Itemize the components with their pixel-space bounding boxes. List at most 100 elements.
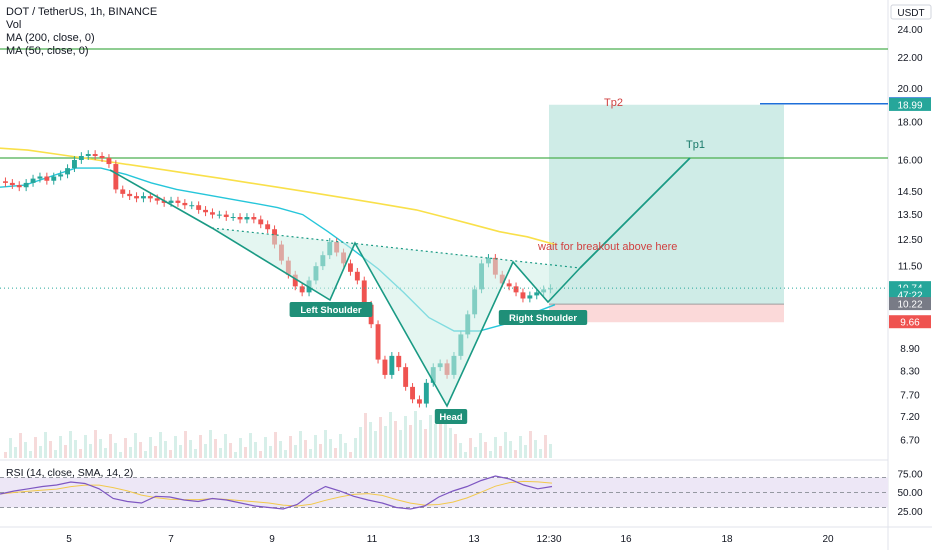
rsi-line <box>0 475 553 510</box>
volume-bar <box>199 435 202 458</box>
y-tick-label: 24.00 <box>897 25 922 36</box>
volume-bar <box>429 415 432 458</box>
volume-bar <box>289 436 292 458</box>
candle-body <box>506 283 512 287</box>
volume-bar <box>154 446 157 458</box>
volume-bar <box>304 440 307 458</box>
volume-bar <box>479 433 482 458</box>
volume-bar <box>499 446 502 458</box>
candle-body <box>3 181 8 183</box>
volume-bar <box>84 435 87 458</box>
candle-body <box>348 263 353 272</box>
volume-bar <box>74 440 77 458</box>
currency-label: USDT <box>897 8 924 19</box>
candle-body <box>396 355 402 368</box>
vol-label[interactable]: Vol <box>6 19 22 31</box>
candle-body <box>251 217 257 220</box>
volume-bar <box>169 450 172 458</box>
price-tag-bg-4 <box>889 297 931 311</box>
left-shoulder-label-bg <box>289 302 373 317</box>
volume-bar <box>54 450 57 458</box>
y-tick-label: 11.50 <box>898 262 923 273</box>
x-tick-label: 13 <box>468 534 480 545</box>
x-tick-label: 12:30 <box>536 534 561 545</box>
y-tick-label: 7.70 <box>900 391 920 402</box>
volume-bar <box>139 442 142 458</box>
volume-bar <box>439 410 442 458</box>
candle-body <box>375 324 381 360</box>
candle-body <box>16 185 22 188</box>
rsi-legend-label: RSI (14, close, SMA, 14, 2) <box>6 467 133 479</box>
volume-bar <box>104 448 107 458</box>
volume-bar <box>9 438 12 458</box>
volume-bar <box>539 449 542 458</box>
candle-body <box>37 176 43 179</box>
x-tick-label: 5 <box>66 534 72 545</box>
candle-body <box>258 219 264 225</box>
volume-bar <box>489 451 492 458</box>
candle-body <box>534 292 540 296</box>
candle-body <box>127 193 133 197</box>
volume-bar <box>214 439 217 458</box>
x-tick-label: 9 <box>269 534 275 545</box>
price-tag-4: 10.22 <box>897 300 922 311</box>
volume-bar <box>94 430 97 458</box>
x-tick-label: 18 <box>721 534 733 545</box>
volume-bar <box>444 419 447 458</box>
pattern-fill <box>212 228 580 406</box>
y-tick-label: 20.00 <box>897 84 922 95</box>
volume-bar <box>134 433 137 458</box>
candle-body <box>92 154 98 157</box>
volume-bar <box>34 437 37 458</box>
volume-bar <box>319 444 322 458</box>
x-tick-label: 11 <box>367 534 378 545</box>
rsi-axis-label: 50.00 <box>897 488 922 499</box>
volume-bar <box>14 447 17 458</box>
volume-bar <box>369 422 372 458</box>
candle-body <box>292 274 298 287</box>
candle-body <box>216 214 222 216</box>
volume-bar <box>189 440 192 458</box>
volume-bar <box>89 444 92 458</box>
ma50-label[interactable]: MA (50, close, 0) <box>6 45 89 57</box>
candle-body <box>189 205 195 207</box>
rsi-axis-label: 75.00 <box>897 469 922 480</box>
pattern-outline <box>109 169 581 408</box>
y-tick-label: 14.50 <box>897 187 922 198</box>
volume-bar <box>184 431 187 458</box>
volume-bar <box>384 426 387 458</box>
candle-body <box>134 196 139 199</box>
volume-bar <box>4 452 7 458</box>
price-tag-3: 47:22 <box>897 290 922 301</box>
volume-bar <box>24 442 27 458</box>
candle-body <box>72 160 77 169</box>
volume-bar <box>69 431 72 458</box>
volume-bar <box>144 451 147 458</box>
volume-bar <box>149 437 152 458</box>
candle-body <box>30 178 36 183</box>
candle-body <box>23 182 29 188</box>
stop-zone <box>549 304 784 323</box>
candle-body <box>113 164 119 190</box>
volume-bar <box>339 434 342 458</box>
candle-body <box>182 202 188 206</box>
volume-bar <box>114 443 117 458</box>
x-tick-label: 16 <box>620 534 632 545</box>
candle-body <box>403 367 409 387</box>
candle-body <box>58 174 64 177</box>
symbol-title[interactable]: DOT / TetherUS, 1h, BINANCE <box>6 6 158 18</box>
volume-bar <box>524 445 527 458</box>
volume-bar <box>409 425 412 458</box>
volume-bar <box>59 436 62 458</box>
volume-bar <box>99 439 102 458</box>
candle-body <box>237 217 243 220</box>
volume-bar <box>324 430 327 458</box>
ma200-label[interactable]: MA (200, close, 0) <box>6 32 95 44</box>
candle-body <box>175 200 181 203</box>
volume-bar <box>239 438 242 458</box>
x-tick-label: 7 <box>168 534 174 545</box>
volume-bar <box>484 442 487 458</box>
x-tick-label: 20 <box>822 534 834 545</box>
